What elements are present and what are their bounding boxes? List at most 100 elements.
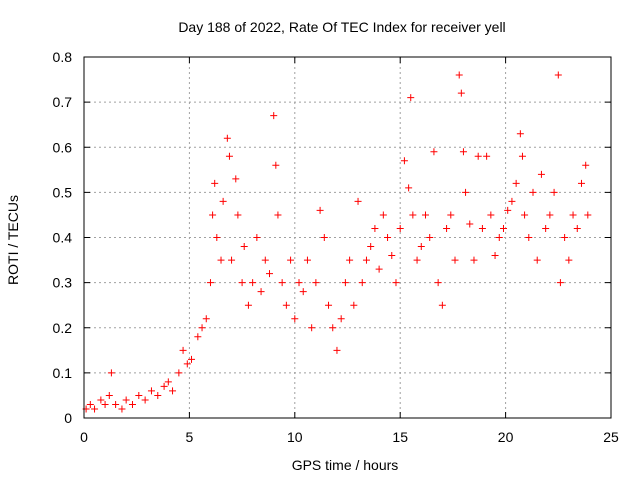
y-tick-label: 0.7 (53, 94, 73, 110)
data-point (451, 256, 459, 264)
data-point (194, 333, 202, 341)
data-point (169, 387, 177, 395)
data-point (346, 256, 354, 264)
data-point (118, 405, 126, 413)
data-point (141, 396, 149, 404)
data-point (272, 161, 280, 169)
data-point (316, 206, 324, 214)
data-point (455, 71, 463, 79)
data-point (371, 224, 379, 232)
data-point (303, 256, 311, 264)
data-point (407, 94, 415, 102)
data-point (546, 211, 554, 219)
x-axis-label: GPS time / hours (292, 457, 399, 473)
x-tick-label: 15 (392, 429, 408, 445)
data-point (396, 224, 404, 232)
data-point (405, 184, 413, 192)
data-point (491, 252, 499, 260)
data-point (154, 391, 162, 399)
data-point (400, 157, 408, 165)
data-point (147, 387, 155, 395)
x-tick-label: 5 (186, 429, 194, 445)
data-point (487, 211, 495, 219)
data-point (249, 279, 257, 287)
data-point (266, 270, 274, 278)
data-point (257, 288, 265, 296)
data-point (362, 256, 370, 264)
data-point (240, 243, 248, 251)
data-point (350, 301, 358, 309)
data-point (232, 175, 240, 183)
data-point (550, 188, 558, 196)
data-point (447, 211, 455, 219)
data-point (499, 224, 507, 232)
grid-lines (84, 57, 611, 418)
data-point (291, 315, 299, 323)
data-point (367, 243, 375, 251)
data-point (213, 234, 221, 241)
data-point (358, 279, 366, 287)
data-point (122, 396, 130, 404)
data-point (160, 382, 168, 390)
data-point (308, 324, 316, 332)
data-point (417, 243, 425, 251)
data-point (388, 252, 396, 260)
data-point (238, 279, 246, 287)
data-point (219, 197, 227, 205)
data-point (565, 256, 573, 264)
data-point (270, 112, 278, 120)
y-tick-label: 0.3 (53, 275, 73, 291)
data-point (573, 224, 581, 232)
y-tick-label: 0 (64, 410, 72, 426)
data-point (384, 234, 392, 241)
data-point (466, 220, 474, 228)
data-point (354, 197, 362, 205)
axis-ticks: 0 5 10 15 20 25 0 0.1 0.2 0.3 0.4 0.5 0.6 0.7 0.8 (53, 49, 619, 445)
data-point (228, 256, 236, 264)
data-point (529, 188, 537, 196)
data-point (86, 400, 94, 408)
y-tick-label: 0.8 (53, 49, 73, 65)
data-point (443, 224, 451, 232)
data-point (278, 279, 286, 287)
data-point (518, 152, 526, 160)
data-point (320, 234, 328, 241)
data-point (582, 161, 590, 169)
y-axis-label: ROTI / TECUs (5, 195, 21, 285)
y-tick-label: 0.4 (53, 230, 73, 246)
data-point (577, 179, 585, 187)
y-tick-label: 0.6 (53, 139, 73, 155)
data-point (483, 152, 491, 160)
data-point (217, 256, 225, 264)
data-point (462, 188, 470, 196)
x-tick-label: 10 (287, 429, 303, 445)
data-point (253, 234, 261, 241)
data-point (478, 224, 486, 232)
data-point (556, 279, 564, 287)
data-point (175, 369, 183, 377)
data-point (426, 234, 434, 241)
data-point (512, 179, 520, 187)
data-point (569, 211, 577, 219)
data-point (188, 355, 196, 363)
data-point (274, 211, 282, 219)
data-point (325, 301, 333, 309)
x-tick-label: 0 (80, 429, 88, 445)
data-point (516, 130, 524, 138)
data-point (542, 224, 550, 232)
data-point (112, 400, 120, 408)
data-point (128, 400, 136, 408)
data-point (179, 346, 187, 354)
data-point (521, 211, 529, 219)
data-point (459, 148, 467, 156)
y-tick-label: 0.2 (53, 320, 73, 336)
data-point (91, 405, 99, 413)
data-marks (82, 71, 592, 413)
data-point (504, 206, 512, 214)
y-tick-label: 0.5 (53, 184, 73, 200)
data-point (457, 89, 465, 97)
data-point (223, 134, 231, 142)
data-point (225, 152, 233, 160)
data-point (234, 211, 242, 219)
data-point (584, 211, 592, 219)
